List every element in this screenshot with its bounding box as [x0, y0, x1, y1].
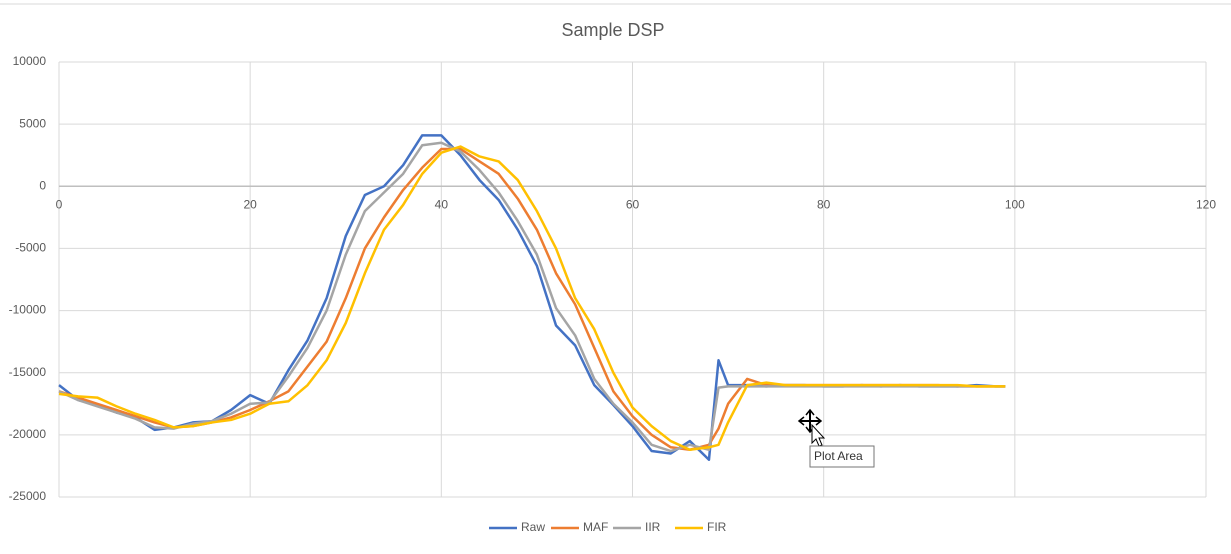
- series-line: [58, 145, 1006, 452]
- y-tick-label: -15000: [9, 365, 47, 379]
- cursor: [797, 408, 826, 447]
- y-tick-label: -5000: [15, 241, 46, 255]
- y-tick-label: 5000: [19, 116, 46, 130]
- chart-title: Sample DSP: [561, 20, 664, 40]
- tooltip: Plot Area: [814, 449, 863, 463]
- legend-label: Raw: [521, 520, 545, 534]
- x-tick-label: 0: [56, 197, 63, 211]
- y-tick-label: -10000: [9, 303, 47, 317]
- y-tick-label: 10000: [13, 54, 47, 68]
- legend-label: MAF: [583, 520, 608, 534]
- x-tick-label: 20: [243, 197, 257, 211]
- y-tick-label: -25000: [9, 489, 47, 503]
- legend-label: IIR: [645, 520, 661, 534]
- x-tick-label: 100: [1005, 197, 1025, 211]
- x-tick-label: 60: [626, 197, 640, 211]
- tooltip-box: [809, 445, 875, 468]
- x-tick-label: 120: [1196, 197, 1216, 211]
- x-tick-label: 40: [435, 197, 449, 211]
- y-tick-label: -20000: [9, 427, 47, 441]
- legend-label: FIR: [707, 520, 727, 534]
- x-tick-label: 80: [817, 197, 831, 211]
- plot-area[interactable]: -25000 -20000 -15000 -10000 -5000 0 5000 10000 0…: [9, 54, 1217, 503]
- y-tick-label: 0: [39, 178, 46, 192]
